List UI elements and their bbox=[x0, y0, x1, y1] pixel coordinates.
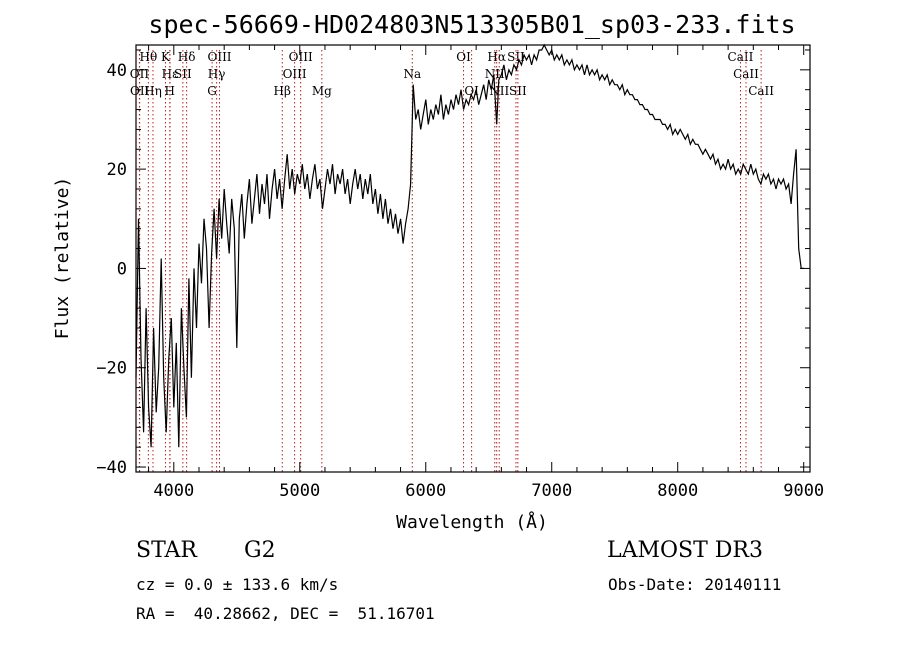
coordinates: RA = 40.28662, DEC = 51.16701 bbox=[136, 604, 435, 623]
obs-date: Obs-Date: 20140111 bbox=[608, 575, 782, 594]
x-tick-label: 7000 bbox=[531, 481, 572, 501]
y-tick-label: −20 bbox=[96, 359, 127, 379]
y-tick-label: 20 bbox=[107, 160, 127, 180]
line-marker-label: Hη bbox=[144, 84, 162, 98]
line-marker-label: Hα bbox=[487, 50, 506, 64]
y-axis-label: Flux (relative) bbox=[52, 177, 73, 340]
object-class: STAR bbox=[136, 538, 197, 563]
plot-frame bbox=[135, 44, 811, 473]
line-marker-label: OI bbox=[456, 50, 471, 64]
y-tick-label: 0 bbox=[117, 259, 127, 279]
spectrum-line bbox=[135, 43, 804, 448]
line-marker-label: K bbox=[161, 50, 171, 64]
x-tick-label: 6000 bbox=[405, 481, 446, 501]
line-marker-label: OII bbox=[130, 84, 150, 98]
line-marker-label: OIII bbox=[207, 50, 231, 64]
line-marker-label: Hδ bbox=[178, 50, 196, 64]
chart-title: spec-56669-HD024803N513305B01_sp03-233.f… bbox=[148, 10, 795, 39]
y-tick-label: 40 bbox=[107, 61, 127, 81]
line-marker-label: CaII bbox=[728, 50, 754, 64]
x-tick-label: 5000 bbox=[279, 481, 320, 501]
line-marker-label: OIII bbox=[283, 67, 307, 81]
x-tick-label: 9000 bbox=[783, 481, 824, 501]
redshift-text: cz = 0.0 ± 133.6 km/s bbox=[136, 575, 339, 594]
line-marker-label: Mg bbox=[312, 84, 332, 98]
line-marker-label: CaII bbox=[733, 67, 759, 81]
survey-name: LAMOST DR3 bbox=[607, 538, 763, 563]
line-marker-label: G bbox=[207, 84, 217, 98]
line-marker-label: SII bbox=[174, 67, 192, 81]
axis-ticks: 4000 5000 6000 7000 8000 9000 −40 −20 0 20 40 bbox=[96, 45, 824, 501]
line-marker-label: Hθ bbox=[139, 50, 157, 64]
line-marker-label: Hγ bbox=[208, 67, 226, 81]
line-marker-label: SII bbox=[507, 50, 525, 64]
line-marker-label: H bbox=[165, 84, 175, 98]
x-tick-label: 8000 bbox=[657, 481, 698, 501]
x-axis-label: Wavelength (Å) bbox=[396, 511, 548, 533]
line-marker-label: Na bbox=[403, 67, 421, 81]
line-marker-label: Hβ bbox=[274, 84, 291, 98]
line-marker-label: OIII bbox=[289, 50, 313, 64]
line-marker-label: SII bbox=[509, 84, 527, 98]
line-marker-label: CaII bbox=[748, 84, 774, 98]
x-tick-label: 4000 bbox=[153, 481, 194, 501]
y-tick-label: −40 bbox=[96, 458, 127, 478]
object-subclass: G2 bbox=[244, 538, 276, 563]
